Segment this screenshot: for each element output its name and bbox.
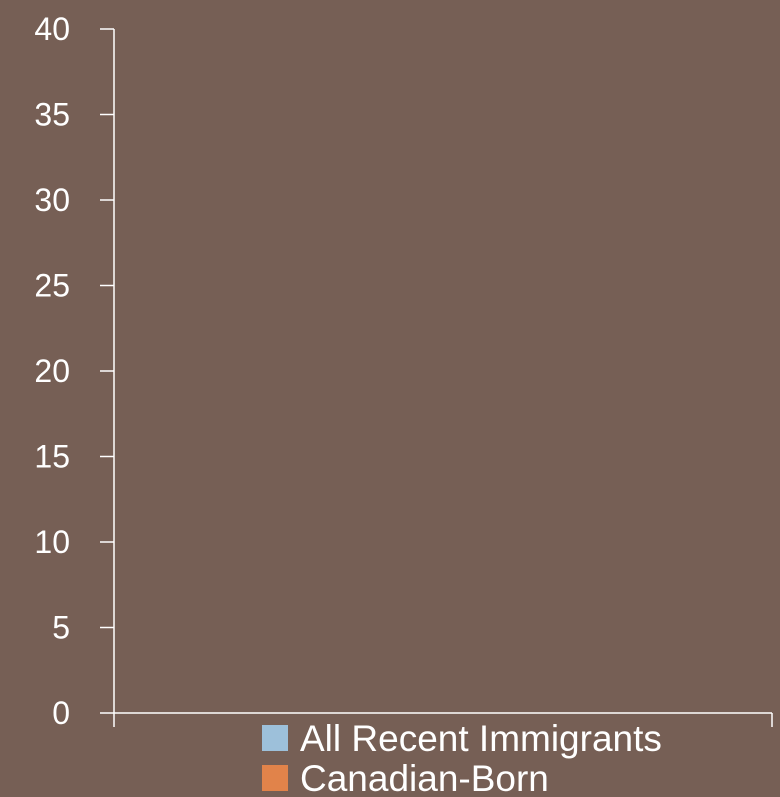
y-tick-label: 40 — [34, 11, 70, 47]
legend-swatch — [262, 765, 288, 791]
y-tick-label: 5 — [52, 610, 70, 646]
legend-label: All Recent Immigrants — [300, 718, 662, 759]
legend-swatch — [262, 725, 288, 751]
axes: 0 5 10 15 20 25 30 35 40 — [34, 11, 773, 731]
y-tick-label: 20 — [34, 353, 70, 389]
y-tick-label: 35 — [34, 97, 70, 133]
y-tick-label: 10 — [34, 524, 70, 560]
y-tick-label: 15 — [34, 439, 70, 475]
y-tick-label: 30 — [34, 182, 70, 218]
legend-label: Canadian-Born — [300, 758, 549, 797]
y-tick-label: 25 — [34, 268, 70, 304]
y-tick-label: 0 — [52, 695, 70, 731]
